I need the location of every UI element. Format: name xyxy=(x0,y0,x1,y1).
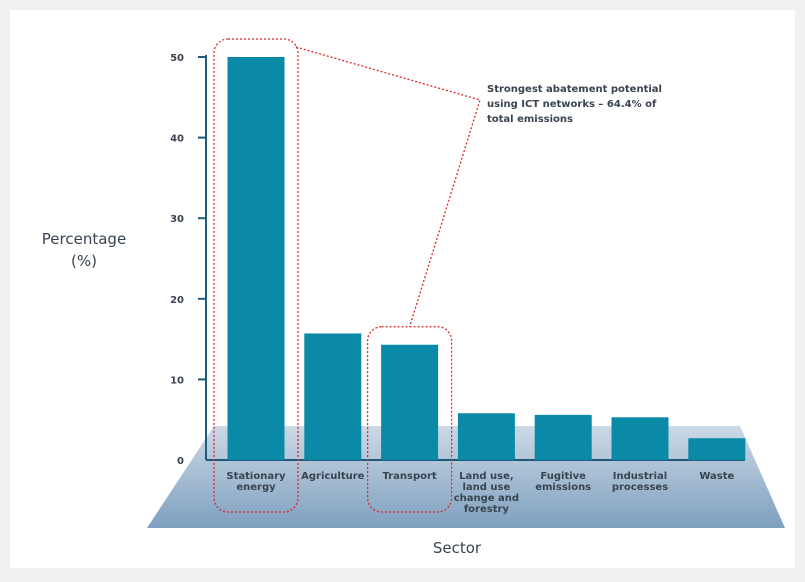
highlight-boxes xyxy=(213,38,481,513)
bar xyxy=(611,417,669,460)
x-tick-label: Fugitive emissions xyxy=(535,471,591,493)
y-axis-label: Percentage (%) xyxy=(42,230,126,270)
bar xyxy=(688,438,746,460)
bar xyxy=(381,344,439,460)
y-tick-label: 10 xyxy=(170,375,184,386)
x-tick-label: Agriculture xyxy=(301,471,365,482)
annotation-connector xyxy=(295,46,481,327)
bar xyxy=(457,413,515,460)
annotation-text: Strongest abatement potential using ICT n… xyxy=(487,84,662,125)
highlight-box xyxy=(213,38,299,513)
y-axis-ticks: 0 10 20 30 40 50 xyxy=(170,53,206,467)
y-tick-label: 0 xyxy=(177,456,184,467)
y-tick-label: 40 xyxy=(170,134,184,145)
x-tick-label: Transport xyxy=(382,471,436,482)
x-tick-label: Stationary energy xyxy=(226,471,286,493)
bars-layer xyxy=(227,57,746,460)
bar xyxy=(534,414,592,460)
y-tick-label: 50 xyxy=(170,53,184,64)
x-tick-label: Industrial processes xyxy=(612,471,668,493)
x-tick-label: Land use, land use change and forestry xyxy=(454,471,519,515)
y-tick-label: 30 xyxy=(170,214,184,225)
x-axis-labels: Stationary energy Agriculture Transport Land… xyxy=(226,471,734,515)
x-axis-label: Sector xyxy=(433,539,482,557)
bar xyxy=(227,57,285,460)
x-tick-label: Waste xyxy=(699,471,734,482)
y-tick-label: 20 xyxy=(170,295,184,306)
bar xyxy=(304,333,362,460)
